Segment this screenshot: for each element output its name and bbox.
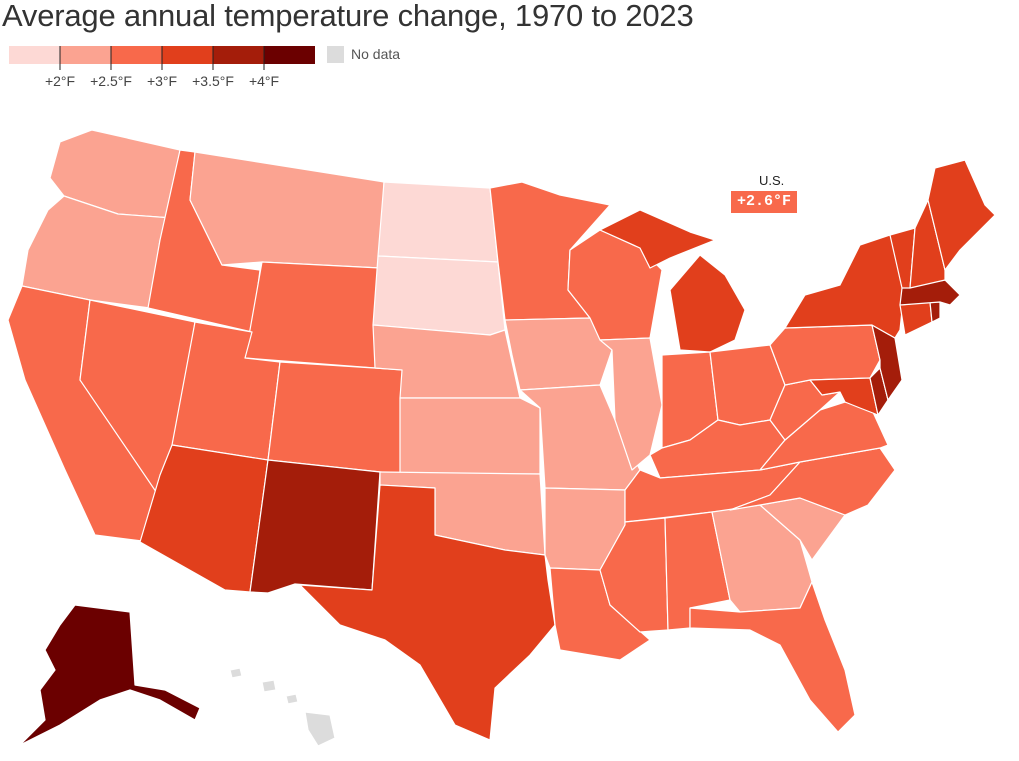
state-connecticut[interactable] — [899, 301, 933, 336]
state-montana[interactable] — [189, 151, 385, 269]
state-new-york[interactable] — [784, 234, 906, 339]
state-hawaii — [229, 667, 336, 747]
legend-swatch — [213, 46, 264, 64]
legend-swatch — [60, 46, 111, 64]
state-florida[interactable] — [689, 581, 856, 733]
legend-scale — [9, 46, 315, 70]
us-states-map — [7, 129, 996, 747]
state-colorado[interactable] — [267, 361, 406, 475]
us-average-value: +2.6°F — [731, 191, 798, 213]
state-south-dakota[interactable] — [372, 255, 506, 336]
state-texas[interactable] — [299, 484, 556, 741]
legend-tick-label: +3°F — [146, 73, 178, 89]
state-north-dakota[interactable] — [377, 181, 499, 263]
state-michigan[interactable] — [599, 209, 746, 353]
legend-nodata-swatch — [327, 46, 344, 63]
legend-swatch — [9, 46, 60, 64]
legend-tick-label: +2°F — [44, 73, 76, 89]
legend: +2°F +2.5°F +3°F +3.5°F +4°F No data — [0, 0, 420, 100]
state-north-carolina[interactable] — [729, 447, 896, 516]
state-illinois[interactable] — [599, 337, 663, 471]
legend-tick-label: +2.5°F — [90, 73, 132, 89]
legend-tick-label: +3.5°F — [192, 73, 234, 89]
legend-tick-label: +4°F — [248, 73, 280, 89]
legend-swatch — [162, 46, 213, 64]
legend-swatch — [111, 46, 162, 64]
legend-swatch — [264, 46, 315, 64]
state-maine[interactable] — [927, 159, 996, 271]
state-rhode-island[interactable] — [929, 301, 941, 323]
state-new-mexico[interactable] — [249, 459, 381, 594]
page-title: Average annual temperature change, 1970 … — [2, 0, 694, 33]
state-alaska[interactable] — [19, 604, 201, 746]
state-kansas[interactable] — [399, 397, 541, 475]
state-wyoming[interactable] — [244, 261, 381, 369]
state-oregon[interactable] — [21, 195, 173, 309]
us-average-label: U.S. — [759, 173, 785, 188]
legend-nodata-label: No data — [351, 46, 401, 62]
state-pennsylvania[interactable] — [769, 324, 881, 386]
state-new-hampshire[interactable] — [909, 199, 946, 289]
